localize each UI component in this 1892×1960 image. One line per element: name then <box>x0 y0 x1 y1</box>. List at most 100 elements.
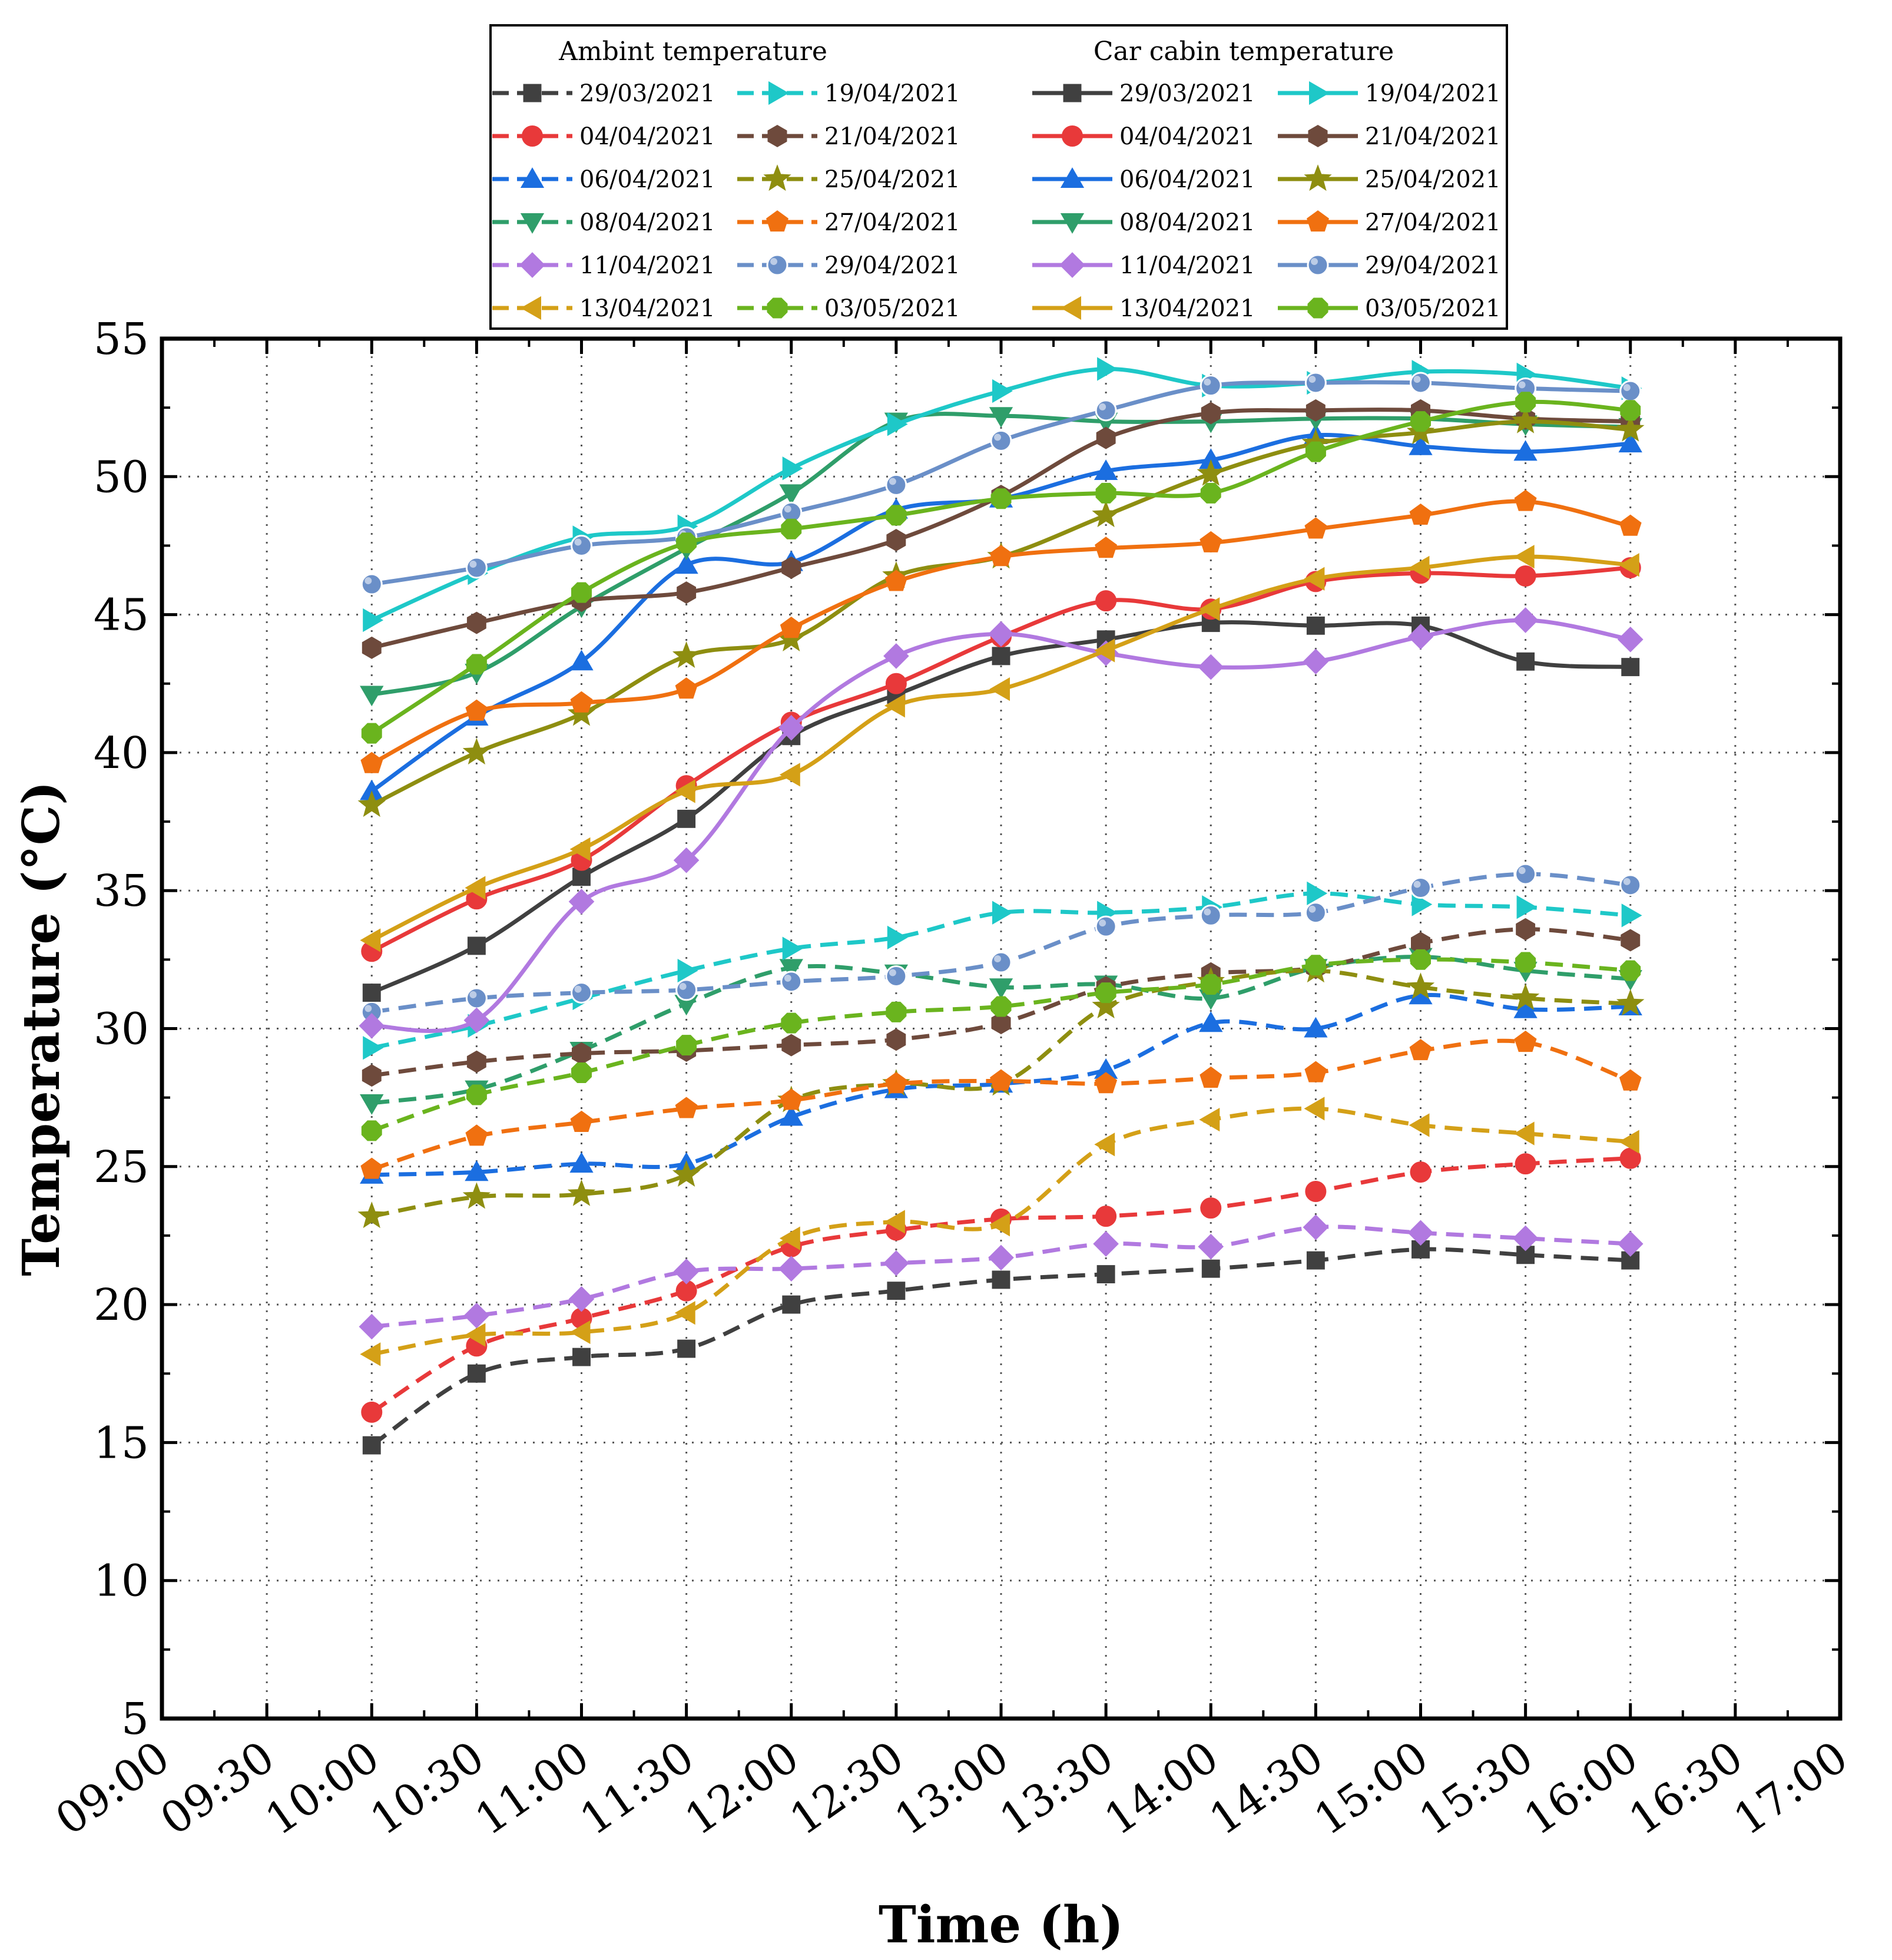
data-point-cabin-25-04-2021 <box>672 641 701 668</box>
data-point-ambient-13-04-2021 <box>1409 1113 1430 1137</box>
legend-label: 08/04/2021 <box>579 209 715 236</box>
legend-label: 08/04/2021 <box>1119 209 1255 236</box>
legend-entry-ambient-21-04-2021: 21/04/2021 <box>737 123 960 150</box>
data-point-ambient-29-04-2021 <box>1515 863 1537 885</box>
data-point-cabin-29-04-2021-highlight <box>994 433 1002 441</box>
data-point-cabin-06-04-2021 <box>1409 434 1433 455</box>
data-point-ambient-13-04-2021 <box>360 1342 381 1366</box>
legend-marker <box>1308 125 1328 147</box>
data-point-ambient-13-04-2021 <box>1513 1121 1535 1145</box>
legend: Ambint temperature Car cabin temperature… <box>489 24 1508 330</box>
data-point-ambient-27-04-2021 <box>884 1072 907 1094</box>
data-point-ambient-19-04-2021 <box>677 958 698 983</box>
tick-labels: 09:0009:3010:0010:3011:0011:3012:0012:30… <box>47 314 1857 1845</box>
data-point-ambient-19-04-2021 <box>1307 881 1328 906</box>
series-ambient-06-04-2021 <box>360 984 1642 1184</box>
legend-label: 21/04/2021 <box>824 123 960 150</box>
x-tick-label: 10:30 <box>362 1731 493 1845</box>
series-ambient-29-03-2021 <box>362 1240 1640 1455</box>
data-point-ambient-11-04-2021 <box>1303 1214 1329 1240</box>
data-point-cabin-27-04-2021 <box>465 699 488 721</box>
data-point-ambient-06-04-2021 <box>1513 997 1538 1018</box>
data-point-ambient-29-04-2021-highlight <box>784 974 791 982</box>
y-tick-label: 15 <box>94 1418 149 1468</box>
data-point-ambient-11-04-2021 <box>883 1250 909 1276</box>
data-point-cabin-06-04-2021 <box>1094 459 1118 480</box>
data-point-cabin-03-05-2021 <box>676 532 697 554</box>
data-point-ambient-03-05-2021 <box>361 1120 382 1141</box>
data-point-ambient-21-04-2021 <box>781 1034 801 1057</box>
legend-label: 19/04/2021 <box>824 80 960 107</box>
data-point-cabin-19-04-2021 <box>1097 357 1118 381</box>
legend-entry-cabin-29-04-2021: 29/04/2021 <box>1278 252 1501 279</box>
data-point-cabin-21-04-2021 <box>886 529 906 552</box>
legend-label: 27/04/2021 <box>1365 209 1501 236</box>
data-point-cabin-27-04-2021 <box>675 677 698 699</box>
data-point-cabin-03-05-2021 <box>361 723 382 744</box>
data-point-cabin-03-05-2021 <box>1095 482 1116 504</box>
data-point-cabin-29-03-2021 <box>362 984 381 1002</box>
data-point-cabin-29-04-2021 <box>465 557 488 579</box>
data-point-cabin-25-04-2021 <box>1092 500 1120 528</box>
data-point-cabin-29-04-2021 <box>1304 372 1327 394</box>
data-point-ambient-11-04-2021 <box>673 1259 700 1284</box>
data-point-cabin-29-04-2021-highlight <box>1099 403 1106 410</box>
legend-marker <box>1304 164 1332 191</box>
data-point-cabin-03-05-2021 <box>886 505 907 526</box>
data-point-cabin-11-04-2021 <box>1198 654 1224 680</box>
x-tick-label: 09:30 <box>151 1731 283 1845</box>
data-point-cabin-29-04-2021 <box>571 534 592 557</box>
data-point-ambient-29-04-2021 <box>571 982 592 1004</box>
legend-entry-cabin-21-04-2021: 21/04/2021 <box>1278 123 1501 150</box>
data-point-cabin-04-04-2021 <box>1515 565 1536 587</box>
legend-entry-ambient-19-04-2021: 19/04/2021 <box>737 80 960 107</box>
data-point-ambient-25-04-2021 <box>462 1182 491 1209</box>
data-point-ambient-06-04-2021 <box>569 1152 594 1173</box>
legend-entry-ambient-11-04-2021: 11/04/2021 <box>492 252 715 279</box>
data-point-ambient-27-04-2021 <box>780 1088 803 1110</box>
data-point-cabin-03-05-2021 <box>1200 482 1221 504</box>
series-ambient-29-04-2021 <box>360 863 1642 1023</box>
data-point-ambient-29-04-2021-highlight <box>994 955 1002 963</box>
legend-label: 25/04/2021 <box>824 166 960 193</box>
data-point-cabin-27-04-2021 <box>1200 531 1222 552</box>
y-tick-label: 45 <box>94 590 149 641</box>
legend-marker <box>523 84 542 102</box>
x-tick-label: 12:00 <box>676 1731 808 1845</box>
legend-label: 29/04/2021 <box>1365 252 1501 279</box>
data-point-ambient-21-04-2021 <box>1411 932 1430 955</box>
data-point-cabin-27-04-2021 <box>780 617 803 638</box>
legend-marker <box>763 164 791 191</box>
data-point-cabin-11-04-2021 <box>778 714 804 741</box>
data-point-cabin-03-05-2021 <box>1410 411 1431 432</box>
data-point-cabin-06-04-2021 <box>674 553 698 574</box>
data-point-ambient-21-04-2021 <box>466 1050 486 1073</box>
data-point-cabin-29-03-2021 <box>677 809 696 828</box>
data-point-cabin-27-04-2021 <box>884 570 907 591</box>
legend-marker <box>1309 81 1330 105</box>
legend-label: 19/04/2021 <box>1365 80 1501 107</box>
data-point-cabin-03-05-2021 <box>1305 441 1326 462</box>
data-point-cabin-13-04-2021 <box>779 763 800 787</box>
data-point-ambient-21-04-2021 <box>572 1042 591 1065</box>
data-point-ambient-29-03-2021 <box>467 1364 486 1383</box>
legend-label: 21/04/2021 <box>1365 123 1501 150</box>
data-point-cabin-27-04-2021 <box>1514 489 1537 511</box>
data-point-ambient-19-04-2021 <box>363 1036 384 1060</box>
series-ambient-03-05-2021 <box>361 949 1641 1141</box>
data-point-ambient-29-04-2021-highlight <box>365 1005 372 1012</box>
data-point-ambient-29-03-2021 <box>362 1436 381 1455</box>
data-point-ambient-19-04-2021 <box>887 925 908 950</box>
data-point-cabin-29-04-2021 <box>1200 375 1222 397</box>
data-point-cabin-06-04-2021 <box>569 650 594 671</box>
data-point-ambient-29-04-2021-highlight <box>1204 908 1211 916</box>
data-point-cabin-29-03-2021 <box>467 936 486 955</box>
data-point-cabin-29-03-2021 <box>572 868 591 886</box>
legend-entry-cabin-29-03-2021: 29/03/2021 <box>1032 80 1255 107</box>
legend-marker <box>522 125 543 147</box>
data-point-cabin-11-04-2021 <box>463 1007 490 1034</box>
data-point-cabin-11-04-2021 <box>1617 626 1644 653</box>
data-point-cabin-19-04-2021 <box>782 456 803 481</box>
data-point-cabin-29-04-2021 <box>1095 399 1117 422</box>
legend-marker-highlight <box>1311 258 1318 265</box>
